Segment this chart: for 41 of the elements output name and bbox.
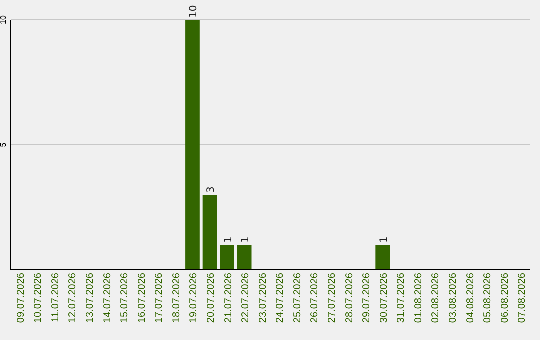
x-tick-label: 28.07.2026 [344, 272, 356, 324]
y-tick-label: 5 [0, 142, 8, 148]
data-label: 3 [206, 186, 218, 193]
x-tick-label: 15.07.2026 [120, 272, 131, 324]
x-tick-label: 25.07.2026 [292, 272, 304, 324]
x-tick-label: 22.07.2026 [240, 272, 252, 324]
x-tick-label: 30.07.2026 [378, 272, 390, 324]
x-tick-label: 09.07.2026 [16, 272, 27, 324]
x-tick-label: 31.07.2026 [396, 272, 408, 324]
x-tick-label: 06.08.2026 [500, 272, 511, 324]
bar [202, 195, 218, 270]
data-label: 1 [378, 236, 390, 243]
x-tick-label: 19.07.2026 [188, 272, 200, 324]
x-tick-label: 11.07.2026 [50, 272, 62, 322]
x-tick-label: 21.07.2026 [223, 272, 234, 324]
data-label: 1 [223, 236, 234, 243]
x-tick-label: 10.07.2026 [33, 272, 44, 324]
x-tick-label: 03.08.2026 [448, 272, 459, 324]
x-tick-label: 13.07.2026 [85, 272, 96, 324]
x-tick-label: 20.07.2026 [206, 272, 218, 324]
x-tick-label: 17.07.2026 [154, 272, 166, 324]
x-tick-label: 07.08.2026 [517, 272, 528, 324]
x-tick-label: 05.08.2026 [482, 272, 494, 324]
x-tick-label: 29.07.2026 [362, 272, 373, 324]
data-label: 1 [240, 236, 252, 243]
x-tick-label: 02.08.2026 [430, 272, 442, 324]
x-tick-label: 18.07.2026 [171, 272, 182, 324]
x-tick-label: 04.08.2026 [465, 272, 476, 324]
x-tick-label: 24.07.2026 [275, 272, 286, 324]
x-tick-label: 12.07.2026 [68, 272, 79, 324]
x-tick-label: 26.07.2026 [310, 272, 321, 324]
data-label: 10 [188, 5, 200, 18]
x-tick-label: 01.08.2026 [413, 272, 424, 324]
bar [220, 245, 234, 270]
bar [186, 20, 200, 270]
x-tick-label: 27.07.2026 [326, 272, 338, 324]
x-tick-label: 14.07.2026 [102, 272, 114, 324]
x-tick-label: 23.07.2026 [258, 272, 269, 324]
bar [376, 245, 390, 270]
bar [237, 245, 252, 270]
x-tick-label: 16.07.2026 [136, 272, 148, 324]
